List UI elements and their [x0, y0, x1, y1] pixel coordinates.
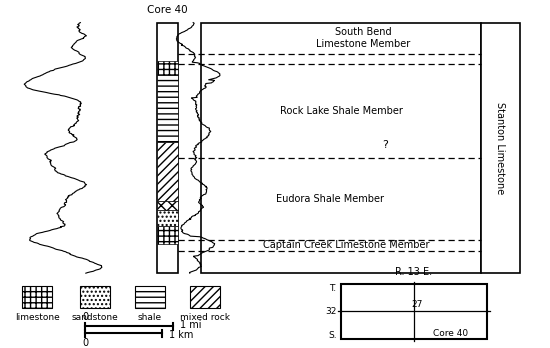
- Text: Captain Creek Limestone Member: Captain Creek Limestone Member: [263, 240, 430, 250]
- Text: Eudora Shale Member: Eudora Shale Member: [276, 194, 384, 204]
- Bar: [481, 23, 520, 273]
- Text: Core 40: Core 40: [147, 5, 188, 15]
- Text: S.: S.: [328, 331, 337, 340]
- Text: limestone: limestone: [15, 313, 59, 322]
- Bar: [135, 286, 165, 308]
- Text: 1 mi: 1 mi: [180, 320, 201, 330]
- Text: South Bend
Limestone Member: South Bend Limestone Member: [316, 27, 410, 49]
- Bar: [341, 284, 487, 339]
- Text: mixed rock: mixed rock: [180, 313, 230, 322]
- Text: R. 13 E.: R. 13 E.: [395, 267, 432, 277]
- Text: 32: 32: [325, 307, 337, 316]
- Bar: [157, 210, 178, 226]
- Bar: [157, 23, 178, 273]
- Bar: [157, 200, 178, 210]
- Text: 1 km: 1 km: [169, 330, 193, 340]
- Bar: [157, 62, 178, 75]
- Text: 27: 27: [411, 300, 422, 309]
- Bar: [157, 75, 178, 142]
- Text: 0: 0: [82, 312, 89, 322]
- Text: shale: shale: [138, 313, 162, 322]
- Text: Rock Lake Shale Member: Rock Lake Shale Member: [279, 106, 403, 116]
- Text: Core 40: Core 40: [433, 329, 468, 338]
- Text: ?: ?: [382, 140, 388, 150]
- Text: 0: 0: [82, 338, 89, 348]
- Text: Stanton Limestone: Stanton Limestone: [496, 102, 505, 194]
- Bar: [157, 226, 178, 244]
- Bar: [201, 23, 481, 273]
- Text: sandstone: sandstone: [72, 313, 118, 322]
- Text: T.: T.: [329, 284, 337, 293]
- Bar: [80, 286, 110, 308]
- Bar: [22, 286, 52, 308]
- Bar: [190, 286, 220, 308]
- Bar: [157, 142, 178, 200]
